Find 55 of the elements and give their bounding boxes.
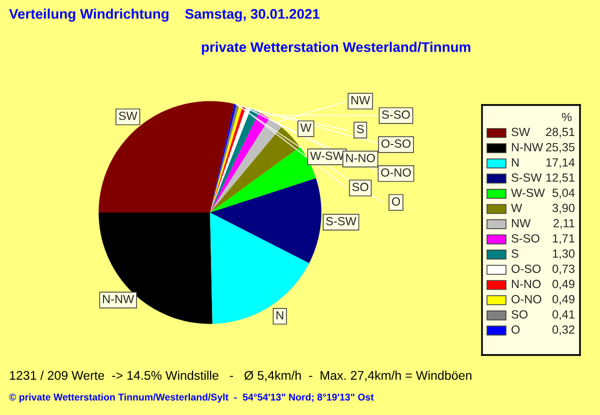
legend-label: S-SW xyxy=(512,173,542,182)
data-label: 12,51 xyxy=(546,173,574,184)
slice-label: W xyxy=(300,124,312,132)
data-label: 0,41 xyxy=(552,310,574,320)
slice-label: S-SW xyxy=(326,216,356,226)
data-label: 0,32 xyxy=(552,325,574,336)
legend-title: % xyxy=(562,112,572,122)
slice-label: N-NO xyxy=(346,154,375,162)
legend-label: O xyxy=(512,325,520,334)
slice-label: O-NO xyxy=(381,168,411,177)
pie-slice xyxy=(210,178,322,264)
slice-label: NW xyxy=(351,96,370,104)
slice-label: N xyxy=(276,311,284,320)
legend-label: S xyxy=(512,249,518,258)
data-label: 3,90 xyxy=(552,204,575,214)
legend-label: N-NO xyxy=(512,280,541,288)
text: © private Wetterstation Tinnum/Westerland/Sylt - 54°54'13" Nord; 8°19'13" Ost xyxy=(9,393,374,402)
slice-label: SW xyxy=(118,112,138,120)
slice-label: N-NW xyxy=(103,294,134,304)
legend-label: W-SW xyxy=(511,188,545,197)
pie-slice xyxy=(98,212,212,324)
data-label: 1,30 xyxy=(552,249,575,260)
data-label: 2,11 xyxy=(553,219,574,229)
legend-label: W xyxy=(511,204,522,212)
legend-label: N xyxy=(512,158,519,166)
pie-slice xyxy=(210,118,282,212)
data-label: 5,04 xyxy=(552,188,575,198)
chart-title: Verteilung Windrichtung Samstag, 30.01.2021 xyxy=(9,8,320,22)
pie-slice xyxy=(210,212,310,324)
slice-label: S xyxy=(356,124,364,134)
data-label: 28,51 xyxy=(546,128,574,138)
slice-label: SO xyxy=(352,182,368,192)
data-label: 1,71 xyxy=(552,234,574,244)
data-label: 0,49 xyxy=(552,280,574,290)
legend-label: SO xyxy=(512,310,528,319)
data-label: 17,14 xyxy=(546,158,575,168)
pie-slice xyxy=(210,126,300,212)
pie-slice xyxy=(210,112,270,212)
data-label: 0,73 xyxy=(552,264,574,274)
legend-label: N-NW xyxy=(512,143,544,152)
legend-label: SW xyxy=(512,128,530,136)
data-label: 0,49 xyxy=(552,295,574,305)
slice-label: O xyxy=(392,197,400,206)
legend-label: S-SO xyxy=(512,234,540,243)
slice-label: S-SO xyxy=(382,110,410,119)
legend-label: O-SO xyxy=(512,264,541,273)
data-label: 25,35 xyxy=(546,143,575,153)
legend-label: O-NO xyxy=(512,295,542,304)
pie-slice xyxy=(210,108,259,212)
pie-slice xyxy=(98,101,234,212)
chart-subtitle: private Wetterstation Westerland/Tinnum xyxy=(202,42,470,55)
text: 1231 / 209 Werte -> 14.5% Windstille - Ø 5,4km/h - Max. 27,4km/h = Windböen xyxy=(10,370,472,382)
slice-label: O-SO xyxy=(381,139,410,148)
legend-label: NW xyxy=(512,219,531,228)
category-label: W-SW xyxy=(310,152,344,160)
